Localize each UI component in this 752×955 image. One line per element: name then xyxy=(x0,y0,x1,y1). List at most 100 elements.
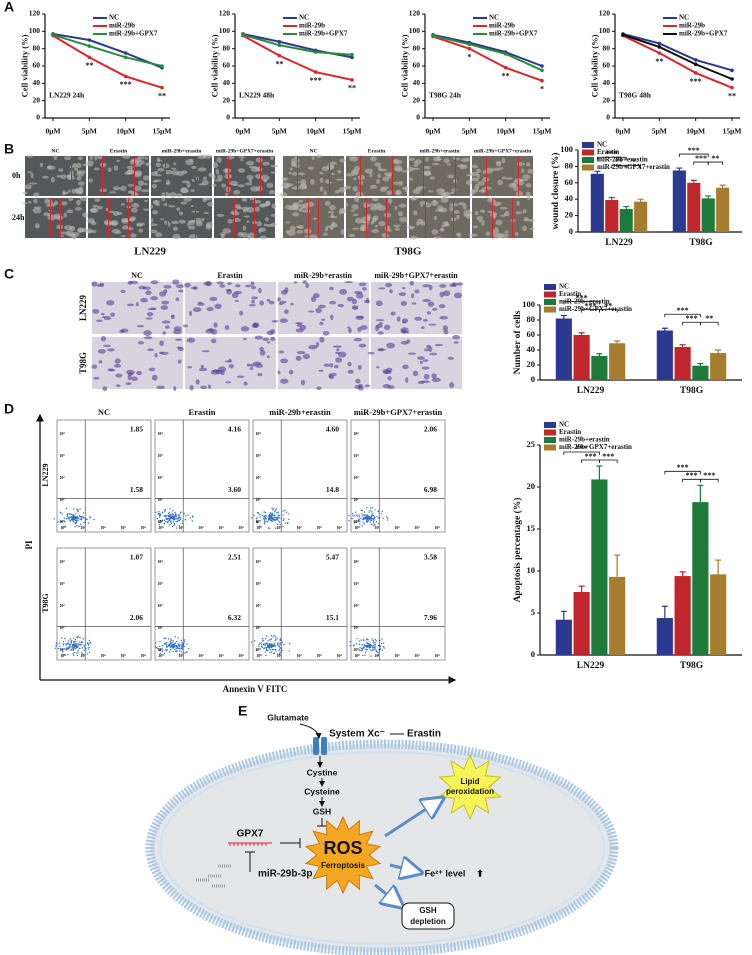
error-bar xyxy=(715,559,722,575)
significance: *** xyxy=(677,306,689,315)
error-bar xyxy=(715,349,722,353)
cell xyxy=(412,370,419,377)
cell xyxy=(164,220,170,225)
cell xyxy=(431,229,439,235)
cell xyxy=(401,170,409,173)
cell xyxy=(409,280,415,286)
cell xyxy=(371,228,380,234)
flow-tick: 10¹ xyxy=(276,525,282,530)
cell xyxy=(323,363,331,367)
cell xyxy=(262,337,270,342)
cell xyxy=(149,204,154,209)
legend-swatch xyxy=(544,306,556,313)
cell xyxy=(322,232,328,236)
cell xyxy=(357,175,366,181)
y-tick-label: 80 xyxy=(603,43,611,52)
cell xyxy=(155,162,161,168)
event xyxy=(160,520,162,522)
column-header: miR-29b+erastin xyxy=(294,271,352,280)
diagram-text: Cystine xyxy=(307,767,338,777)
cell xyxy=(324,200,331,207)
cell xyxy=(279,318,289,323)
cell xyxy=(60,174,67,180)
event xyxy=(261,640,264,642)
event xyxy=(63,654,65,656)
event xyxy=(158,516,161,518)
cell xyxy=(203,211,209,215)
flow-tick: 10² xyxy=(394,525,400,530)
event xyxy=(362,654,364,657)
event xyxy=(172,517,174,520)
cell xyxy=(163,284,172,289)
flow-tick: 10⁴ xyxy=(59,559,65,564)
significance: ** xyxy=(275,59,283,68)
cell xyxy=(76,199,81,206)
significance: ** xyxy=(615,157,623,166)
cell xyxy=(348,328,352,334)
event xyxy=(377,654,379,656)
event xyxy=(251,517,253,519)
significance: *** xyxy=(310,76,322,85)
legend-swatch xyxy=(544,437,556,443)
flow-plot xyxy=(252,547,348,661)
event xyxy=(359,520,361,522)
cell xyxy=(453,341,459,344)
cell xyxy=(107,348,115,352)
point xyxy=(277,39,282,44)
series-line xyxy=(622,34,733,89)
event xyxy=(165,517,168,520)
cell xyxy=(427,190,434,193)
event xyxy=(381,638,383,640)
cell xyxy=(466,213,471,220)
event xyxy=(373,516,376,518)
cell xyxy=(377,173,382,179)
cell xyxy=(430,200,439,206)
point xyxy=(730,85,734,90)
cell xyxy=(377,348,387,351)
event xyxy=(371,511,373,513)
event xyxy=(159,521,161,524)
cell xyxy=(451,282,457,287)
event xyxy=(73,508,75,510)
legend-label: Erastin xyxy=(559,290,581,298)
event xyxy=(361,525,364,527)
flow-tick: 10⁰ xyxy=(353,519,359,524)
event xyxy=(261,646,264,648)
significance: *** xyxy=(686,471,698,480)
cell xyxy=(22,191,28,195)
cell xyxy=(353,177,357,181)
cell xyxy=(63,224,73,231)
significance: *** xyxy=(606,149,618,158)
cell xyxy=(217,174,223,181)
cell xyxy=(353,196,360,202)
event xyxy=(83,649,85,652)
column-header: miR-29b+erastin xyxy=(162,148,202,154)
event xyxy=(164,643,166,645)
event xyxy=(365,649,368,651)
event xyxy=(167,513,170,515)
event xyxy=(177,647,180,650)
event xyxy=(278,645,281,648)
event xyxy=(66,647,68,649)
event xyxy=(86,518,88,521)
event xyxy=(265,511,267,514)
flow-tick: 10² xyxy=(198,525,204,530)
event xyxy=(76,652,78,655)
event xyxy=(180,512,182,514)
event xyxy=(73,654,75,656)
cell xyxy=(447,174,454,179)
cell xyxy=(145,317,153,320)
point xyxy=(467,42,472,47)
y-tick-label: 0 xyxy=(36,113,40,122)
flow-tick: 10³ xyxy=(353,453,359,458)
cell xyxy=(130,233,137,238)
y-tick-label: 40 xyxy=(565,193,574,203)
legend-label: miR-29b xyxy=(299,22,325,30)
series-line xyxy=(52,32,163,69)
event xyxy=(276,523,278,525)
event xyxy=(81,642,83,644)
cell xyxy=(364,384,371,388)
cell xyxy=(420,326,425,330)
event xyxy=(264,638,267,640)
cell xyxy=(192,307,202,313)
